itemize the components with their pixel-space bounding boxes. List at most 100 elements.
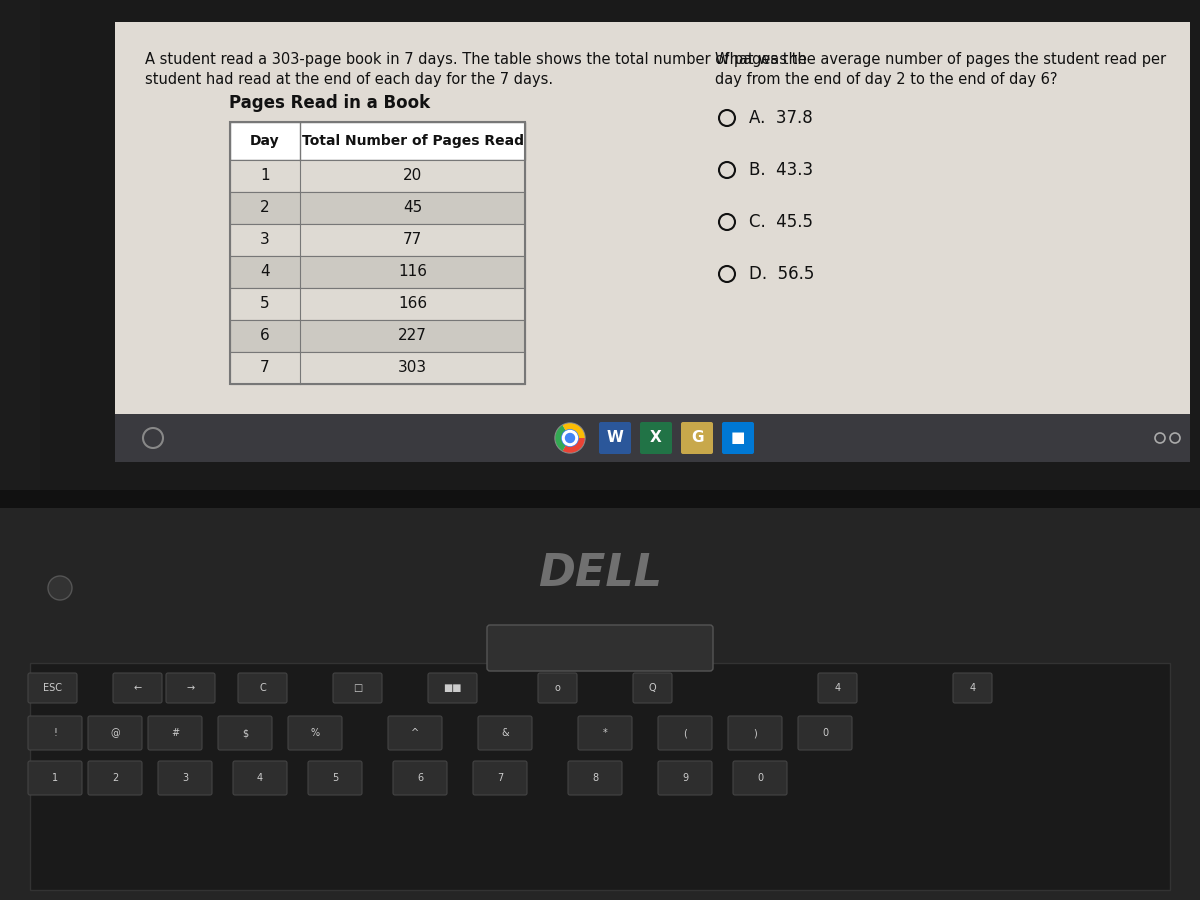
Text: @: @	[110, 728, 120, 738]
Text: X: X	[650, 430, 662, 446]
Text: 303: 303	[398, 361, 427, 375]
Text: 2: 2	[260, 201, 270, 215]
Text: 4: 4	[257, 773, 263, 783]
Text: Pages Read in a Book: Pages Read in a Book	[229, 94, 431, 112]
Text: 4: 4	[260, 265, 270, 280]
Text: %: %	[311, 728, 319, 738]
FancyBboxPatch shape	[88, 761, 142, 795]
FancyBboxPatch shape	[113, 673, 162, 703]
Text: DELL: DELL	[538, 552, 662, 595]
Text: G: G	[691, 430, 703, 446]
Bar	[230, 224, 526, 256]
Text: 227: 227	[398, 328, 427, 344]
Text: 4: 4	[834, 683, 840, 693]
FancyBboxPatch shape	[473, 761, 527, 795]
Text: ←: ←	[133, 683, 142, 693]
FancyBboxPatch shape	[478, 716, 532, 750]
FancyBboxPatch shape	[682, 422, 713, 454]
Text: 3: 3	[260, 232, 270, 248]
FancyBboxPatch shape	[578, 716, 632, 750]
FancyBboxPatch shape	[538, 673, 577, 703]
Text: 5: 5	[332, 773, 338, 783]
FancyBboxPatch shape	[158, 761, 212, 795]
FancyBboxPatch shape	[818, 673, 857, 703]
Text: &: &	[502, 728, 509, 738]
Bar	[230, 160, 526, 192]
Text: A.  37.8: A. 37.8	[749, 109, 812, 127]
Text: 0: 0	[822, 728, 828, 738]
Bar	[230, 122, 526, 160]
FancyBboxPatch shape	[953, 673, 992, 703]
Text: 7: 7	[260, 361, 270, 375]
FancyBboxPatch shape	[728, 716, 782, 750]
Text: 116: 116	[398, 265, 427, 280]
Text: 5: 5	[260, 296, 270, 311]
Text: 1: 1	[260, 168, 270, 184]
Text: student had read at the end of each day for the 7 days.: student had read at the end of each day …	[145, 72, 553, 87]
Circle shape	[48, 576, 72, 600]
Text: 3: 3	[182, 773, 188, 783]
Text: What was the average number of pages the student read per: What was the average number of pages the…	[715, 52, 1166, 67]
FancyBboxPatch shape	[658, 761, 712, 795]
Text: o: o	[554, 683, 560, 693]
Bar	[115, 22, 1190, 414]
Bar	[230, 122, 526, 384]
Text: C.  45.5: C. 45.5	[749, 213, 814, 231]
Bar	[0, 490, 1200, 508]
Text: 7: 7	[497, 773, 503, 783]
Text: A student read a 303-page book in 7 days. The table shows the total number of pa: A student read a 303-page book in 7 days…	[145, 52, 806, 67]
FancyBboxPatch shape	[568, 761, 622, 795]
Text: #: #	[170, 728, 179, 738]
Bar	[230, 352, 526, 384]
Text: ESC: ESC	[43, 683, 62, 693]
Bar	[40, 0, 1200, 490]
Wedge shape	[563, 423, 584, 438]
Text: 8: 8	[592, 773, 598, 783]
Bar	[230, 320, 526, 352]
Text: !: !	[53, 728, 56, 738]
FancyBboxPatch shape	[148, 716, 202, 750]
Text: 2: 2	[112, 773, 118, 783]
Text: ^: ^	[410, 728, 419, 738]
FancyBboxPatch shape	[634, 673, 672, 703]
FancyBboxPatch shape	[28, 761, 82, 795]
Wedge shape	[563, 438, 584, 453]
FancyBboxPatch shape	[388, 716, 442, 750]
Circle shape	[554, 423, 586, 453]
Wedge shape	[556, 426, 570, 451]
FancyBboxPatch shape	[487, 625, 713, 671]
Text: 77: 77	[403, 232, 422, 248]
FancyBboxPatch shape	[733, 761, 787, 795]
Bar	[30, 663, 1170, 890]
Circle shape	[562, 430, 578, 446]
Text: *: *	[602, 728, 607, 738]
FancyBboxPatch shape	[658, 716, 712, 750]
Text: □: □	[353, 683, 362, 693]
Text: Day: Day	[250, 134, 280, 148]
FancyBboxPatch shape	[88, 716, 142, 750]
Text: ■: ■	[731, 430, 745, 446]
Text: 6: 6	[416, 773, 424, 783]
Text: 4: 4	[970, 683, 976, 693]
FancyBboxPatch shape	[28, 716, 82, 750]
Text: day from the end of day 2 to the end of day 6?: day from the end of day 2 to the end of …	[715, 72, 1057, 87]
Text: W: W	[606, 430, 624, 446]
Circle shape	[565, 434, 575, 443]
Text: (: (	[683, 728, 686, 738]
Bar	[115, 414, 1190, 462]
FancyBboxPatch shape	[428, 673, 478, 703]
FancyBboxPatch shape	[394, 761, 446, 795]
Text: D.  56.5: D. 56.5	[749, 265, 815, 283]
FancyBboxPatch shape	[218, 716, 272, 750]
FancyBboxPatch shape	[722, 422, 754, 454]
FancyBboxPatch shape	[334, 673, 382, 703]
FancyBboxPatch shape	[798, 716, 852, 750]
Text: 9: 9	[682, 773, 688, 783]
Text: Total Number of Pages Read: Total Number of Pages Read	[301, 134, 523, 148]
FancyBboxPatch shape	[640, 422, 672, 454]
Text: 45: 45	[403, 201, 422, 215]
Text: ): )	[754, 728, 757, 738]
Text: B.  43.3: B. 43.3	[749, 161, 814, 179]
Bar	[230, 192, 526, 224]
Text: C: C	[259, 683, 266, 693]
